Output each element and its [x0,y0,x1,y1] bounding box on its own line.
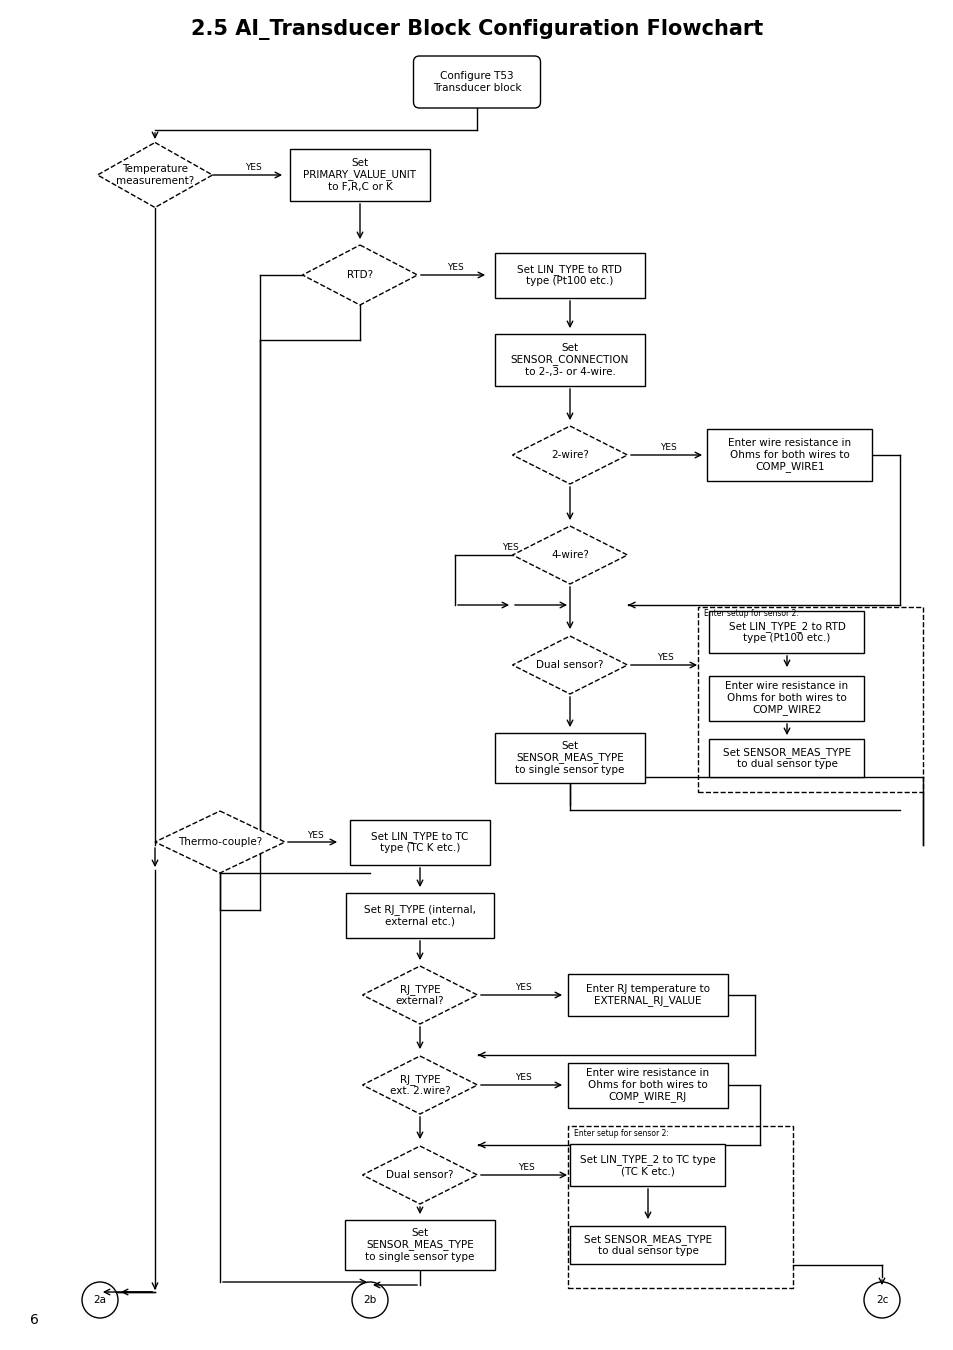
Circle shape [863,1282,899,1318]
Text: Set
SENSOR_MEAS_TYPE
to single sensor type: Set SENSOR_MEAS_TYPE to single sensor ty… [515,741,624,775]
Polygon shape [362,1146,477,1204]
Text: Set LIN_TYPE_2 to RTD
type (Pt100 etc.): Set LIN_TYPE_2 to RTD type (Pt100 etc.) [728,621,844,643]
Polygon shape [362,967,477,1025]
Text: Set LIN_TYPE to RTD
type (Pt100 etc.): Set LIN_TYPE to RTD type (Pt100 etc.) [517,263,622,286]
Text: Set SENSOR_MEAS_TYPE
to dual sensor type: Set SENSOR_MEAS_TYPE to dual sensor type [722,747,850,769]
Text: 6: 6 [30,1314,39,1327]
Text: RJ_TYPE
external?: RJ_TYPE external? [395,984,444,1006]
Circle shape [82,1282,118,1318]
FancyBboxPatch shape [707,429,872,481]
Circle shape [352,1282,388,1318]
Text: 4-wire?: 4-wire? [551,549,588,560]
Text: Temperature
measurement?: Temperature measurement? [115,165,193,186]
FancyBboxPatch shape [570,1143,724,1187]
Polygon shape [512,526,627,585]
Text: YES: YES [656,653,673,663]
Text: Enter wire resistance in
Ohms for both wires to
COMP_WIRE_RJ: Enter wire resistance in Ohms for both w… [586,1068,709,1102]
FancyBboxPatch shape [567,1062,727,1107]
FancyBboxPatch shape [709,612,863,653]
Text: Set
PRIMARY_VALUE_UNIT
to F,R,C or K: Set PRIMARY_VALUE_UNIT to F,R,C or K [303,158,416,192]
Text: YES: YES [306,830,323,840]
Text: Enter wire resistance in
Ohms for both wires to
COMP_WIRE1: Enter wire resistance in Ohms for both w… [728,437,851,472]
Text: YES: YES [514,984,531,992]
Text: YES: YES [517,1164,534,1173]
Polygon shape [512,427,627,485]
Text: YES: YES [446,263,463,273]
FancyBboxPatch shape [570,1226,724,1264]
Text: Enter setup for sensor 2:: Enter setup for sensor 2: [574,1129,668,1138]
Text: Set LIN_TYPE_2 to TC type
(TC K etc.): Set LIN_TYPE_2 to TC type (TC K etc.) [579,1154,715,1176]
Text: Configure T53
Transducer block: Configure T53 Transducer block [433,72,520,93]
Text: Set RJ_TYPE (internal,
external etc.): Set RJ_TYPE (internal, external etc.) [364,903,476,926]
FancyBboxPatch shape [350,819,490,864]
Text: Thermo-couple?: Thermo-couple? [177,837,262,846]
Text: Set LIN_TYPE to TC
type (TC K etc.): Set LIN_TYPE to TC type (TC K etc.) [371,830,468,853]
FancyBboxPatch shape [413,55,540,108]
Polygon shape [512,636,627,694]
FancyBboxPatch shape [345,1220,495,1270]
Polygon shape [362,1056,477,1114]
Polygon shape [302,244,417,305]
Polygon shape [154,811,285,873]
Text: Set
SENSOR_CONNECTION
to 2-,3- or 4-wire.: Set SENSOR_CONNECTION to 2-,3- or 4-wire… [510,343,629,377]
Text: 2.5 AI_Transducer Block Configuration Flowchart: 2.5 AI_Transducer Block Configuration Fl… [191,19,762,40]
FancyBboxPatch shape [709,738,863,778]
Text: YES: YES [514,1073,531,1083]
Polygon shape [97,143,213,208]
Text: RJ_TYPE
ext. 2.wire?: RJ_TYPE ext. 2.wire? [389,1073,450,1096]
FancyBboxPatch shape [495,252,644,297]
FancyBboxPatch shape [495,733,644,783]
Text: Dual sensor?: Dual sensor? [386,1170,454,1180]
Text: YES: YES [659,444,676,452]
Text: 2a: 2a [93,1295,107,1305]
Text: YES: YES [244,163,261,173]
Text: Enter setup for sensor 2:: Enter setup for sensor 2: [703,609,798,618]
FancyBboxPatch shape [709,675,863,721]
Text: Set SENSOR_MEAS_TYPE
to dual sensor type: Set SENSOR_MEAS_TYPE to dual sensor type [583,1234,711,1257]
FancyBboxPatch shape [495,333,644,386]
Text: 2b: 2b [363,1295,376,1305]
FancyBboxPatch shape [346,892,494,937]
Text: YES: YES [501,543,517,552]
Text: Dual sensor?: Dual sensor? [536,660,603,670]
Text: Enter wire resistance in
Ohms for both wires to
COMP_WIRE2: Enter wire resistance in Ohms for both w… [724,680,847,716]
FancyBboxPatch shape [567,973,727,1017]
Text: Enter RJ temperature to
EXTERNAL_RJ_VALUE: Enter RJ temperature to EXTERNAL_RJ_VALU… [585,984,709,1006]
Text: 2c: 2c [875,1295,887,1305]
Text: 2-wire?: 2-wire? [551,450,588,460]
Text: Set
SENSOR_MEAS_TYPE
to single sensor type: Set SENSOR_MEAS_TYPE to single sensor ty… [365,1228,475,1262]
Text: RTD?: RTD? [347,270,373,279]
FancyBboxPatch shape [290,148,430,201]
